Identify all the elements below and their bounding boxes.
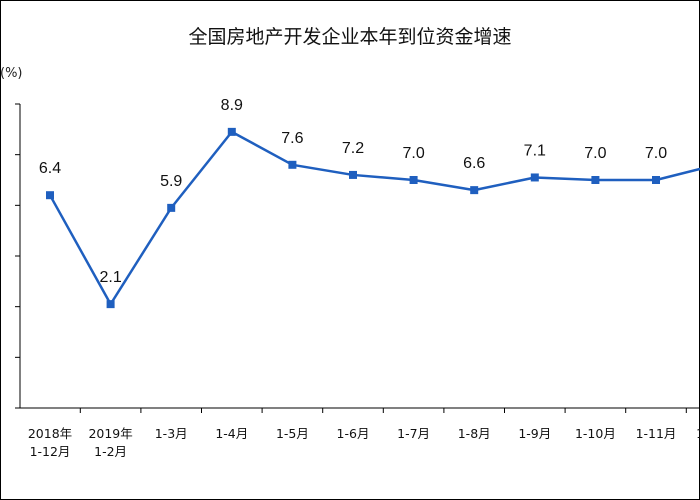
data-point: [349, 170, 357, 179]
data-point: [46, 191, 54, 200]
axes: 2018年 1-12月 2019年 1-2月 1-3月 1-4月 1-5月 1-6月 1-7月 1…: [15, 103, 700, 459]
y-axis-unit: (%): [0, 66, 23, 81]
data-point: [470, 186, 479, 195]
x-tick-label: 1-8月: [458, 426, 491, 441]
x-tick-label: 1-11月: [636, 426, 677, 441]
x-tick-label-line: 1-9月: [518, 426, 551, 441]
data-label: 2.1: [99, 269, 121, 286]
data-label: 6.4: [39, 160, 61, 177]
series-layer: [46, 127, 700, 309]
data-point: [288, 160, 297, 169]
x-tick-label-line: 2019年: [88, 426, 132, 441]
data-label: 7.6: [281, 130, 303, 147]
x-tick-label: 1-12月: [696, 426, 700, 441]
x-tick-label: 2018年 1-12月: [28, 426, 72, 459]
data-label: 7.0: [402, 145, 424, 162]
data-point: [652, 176, 660, 184]
x-tick-label-line: 1-5月: [276, 426, 309, 441]
x-tick-label-line: 1-3月: [155, 426, 188, 441]
x-tick-label-line: 1-6月: [337, 426, 370, 441]
x-tick-label: 1-10月: [575, 426, 616, 441]
data-point: [106, 300, 115, 309]
data-label: 7.0: [645, 145, 667, 162]
data-point: [409, 176, 418, 184]
x-tick-label-line: 1-4月: [215, 426, 248, 441]
x-tick-label-line: 1-2月: [94, 444, 127, 459]
data-point: [591, 176, 600, 184]
data-label: 6.6: [463, 155, 485, 172]
x-tick-label-line: 1-8月: [458, 426, 491, 441]
x-tick-label-line: 1-11月: [636, 426, 677, 441]
labels-layer: 6.4 2.1 5.9 8.9 7.6 7.2 7.0 6.6 7.1 7.0 7.0: [39, 97, 667, 286]
data-point: [167, 203, 176, 212]
data-label: 5.9: [160, 173, 182, 190]
chart-title: 全国房地产开发企业本年到位资金增速: [188, 26, 512, 48]
data-label: 7.1: [524, 142, 546, 159]
series-line: [48, 130, 700, 306]
x-tick-label: 1-5月: [276, 426, 309, 441]
x-tick-label: 1-6月: [337, 426, 370, 441]
data-label: 8.9: [221, 97, 243, 114]
x-tick-label: 1-4月: [215, 426, 248, 441]
x-tick-label-line: 1-12月: [30, 444, 71, 459]
x-tick-label-line: 1-10月: [575, 426, 616, 441]
data-label: 7.0: [584, 145, 606, 162]
x-tick-label-line: 2018年: [28, 426, 72, 441]
data-point: [227, 127, 236, 136]
data-label: 7.2: [342, 140, 364, 157]
x-tick-label: 2019年 1-2月: [88, 426, 132, 459]
x-tick-label-line: 1-12月: [696, 426, 700, 441]
x-tick-label: 1-7月: [397, 426, 430, 441]
x-tick-label: 1-3月: [155, 426, 188, 441]
x-tick-label: 1-9月: [518, 426, 551, 441]
data-point: [530, 173, 539, 182]
x-tick-label-line: 1-7月: [397, 426, 430, 441]
